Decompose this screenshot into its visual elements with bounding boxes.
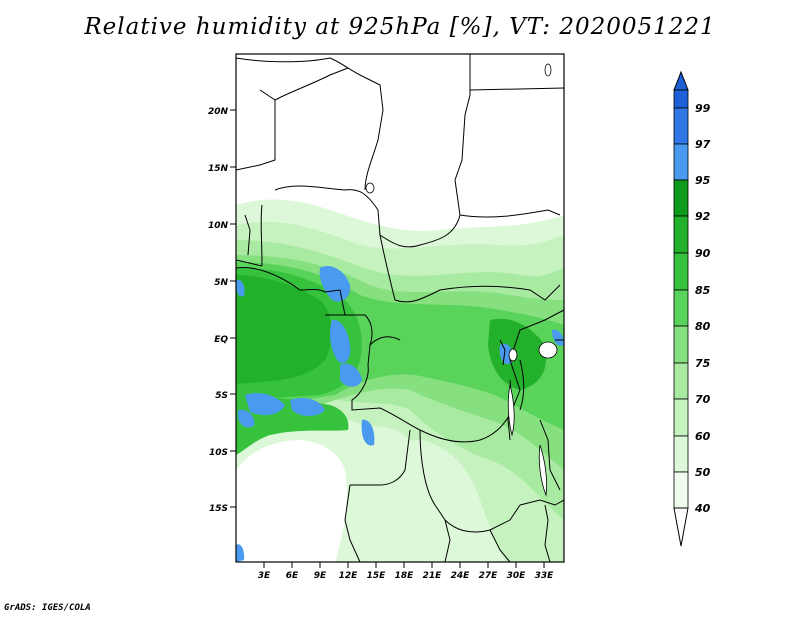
lon-label: 21E bbox=[423, 571, 443, 581]
humidity-field bbox=[236, 54, 564, 562]
colorbar-label: 95 bbox=[695, 174, 711, 187]
lon-tick-27e: 27E bbox=[479, 562, 499, 581]
lat-label: 15S bbox=[209, 504, 228, 514]
lon-label: 27E bbox=[479, 571, 499, 581]
colorbar-swatch bbox=[673, 89, 689, 109]
rh-95-patch-k bbox=[236, 279, 245, 297]
colorbar-label: 50 bbox=[695, 466, 711, 479]
lon-tick-9e: 9E bbox=[314, 562, 327, 581]
rh-band-south-50 bbox=[335, 440, 505, 562]
colorbar-swatch bbox=[673, 143, 689, 181]
lon-tick-33e: 33E bbox=[535, 562, 555, 581]
grads-credit: GrADS: IGES/COLA bbox=[4, 603, 91, 613]
colorbar-swatch bbox=[673, 252, 689, 291]
lon-label: 18E bbox=[395, 571, 415, 581]
colorbar-label: 90 bbox=[695, 247, 711, 260]
lat-tick-15s: 15S bbox=[209, 504, 236, 514]
colorbar-swatch bbox=[673, 289, 689, 327]
lat-tick-10n: 10N bbox=[208, 221, 236, 231]
lat-tick-20n: 20N bbox=[208, 107, 236, 117]
country-boundaries bbox=[236, 54, 564, 562]
lon-label: 24E bbox=[451, 571, 471, 581]
lat-label: 10S bbox=[209, 448, 228, 458]
rh-95-patch-e bbox=[290, 398, 325, 416]
lakes bbox=[365, 63, 558, 497]
lon-label: 12E bbox=[339, 571, 359, 581]
lon-label: 15E bbox=[367, 571, 387, 581]
colorbar-label: 99 bbox=[695, 102, 711, 115]
latitude-axis: 20N 15N 10N 5N EQ 5S 10S 15S bbox=[208, 107, 236, 514]
lon-tick-30e: 30E bbox=[507, 562, 527, 581]
map-title: Relative humidity at 925hPa [%], VT: 202… bbox=[84, 14, 716, 40]
colorbar-swatch bbox=[673, 435, 689, 473]
lat-label: EQ bbox=[214, 335, 228, 345]
longitude-axis: 3E 6E 9E 12E 15E 18E 21E 24E 27E 30E 33E bbox=[258, 562, 554, 581]
colorbar-swatch bbox=[673, 362, 689, 400]
lon-tick-18e: 18E bbox=[395, 562, 415, 581]
lat-label: 20N bbox=[208, 107, 229, 117]
color-bar: 99 97 95 92 90 85 80 75 70 60 50 40 bbox=[673, 70, 711, 547]
colorbar-swatch bbox=[673, 471, 689, 509]
lon-label: 30E bbox=[507, 571, 527, 581]
rh-95-patch-d bbox=[245, 393, 285, 416]
lon-label: 9E bbox=[314, 571, 327, 581]
colorbar-swatch bbox=[673, 325, 689, 364]
colorbar-top-arrow bbox=[673, 70, 689, 91]
colorbar-bottom-arrow bbox=[673, 507, 689, 547]
rh-95-patch-i bbox=[552, 329, 564, 346]
colorbar-swatch bbox=[673, 398, 689, 437]
rh-95-patch-g bbox=[361, 419, 375, 446]
lon-label: 33E bbox=[535, 571, 555, 581]
lat-tick-10s: 10S bbox=[209, 448, 236, 458]
lat-tick-5s: 5S bbox=[215, 391, 236, 401]
lat-label: 15N bbox=[208, 164, 229, 174]
rh-95-patch-a bbox=[319, 265, 351, 302]
lat-label: 5S bbox=[215, 391, 228, 401]
colorbar-swatch bbox=[673, 179, 689, 217]
lat-tick-eq: EQ bbox=[214, 335, 236, 345]
rh-dry-southwest bbox=[236, 440, 347, 562]
colorbar-label: 70 bbox=[695, 393, 711, 406]
colorbar-swatch bbox=[673, 107, 689, 145]
lat-tick-15n: 15N bbox=[208, 164, 236, 174]
rh-95-patch-j bbox=[236, 544, 245, 562]
colorbar-label: 85 bbox=[695, 284, 711, 297]
lon-label: 3E bbox=[258, 571, 271, 581]
lon-tick-21e: 21E bbox=[423, 562, 443, 581]
rh-95-patch-f bbox=[238, 409, 255, 428]
rh-95-patch-b bbox=[329, 319, 351, 364]
colorbar-swatch bbox=[673, 215, 689, 254]
lat-label: 5N bbox=[214, 278, 228, 288]
colorbar-label: 97 bbox=[695, 138, 711, 151]
map-frame bbox=[235, 53, 565, 563]
colorbar-label: 92 bbox=[695, 210, 711, 223]
lon-tick-12e: 12E bbox=[339, 562, 359, 581]
lon-tick-24e: 24E bbox=[451, 562, 471, 581]
colorbar-label: 80 bbox=[695, 320, 711, 333]
colorbar-label: 75 bbox=[695, 357, 711, 370]
colorbar-label: 40 bbox=[694, 502, 711, 515]
lon-tick-3e: 3E bbox=[258, 562, 271, 581]
lon-tick-6e: 6E bbox=[286, 562, 299, 581]
lat-tick-5n: 5N bbox=[214, 278, 236, 288]
colorbar-label: 60 bbox=[695, 430, 711, 443]
lat-label: 10N bbox=[208, 221, 229, 231]
rh-95-patch-c bbox=[340, 363, 362, 387]
lon-tick-15e: 15E bbox=[367, 562, 387, 581]
rh-95-patch-h bbox=[499, 343, 513, 365]
rh-band-92 bbox=[236, 275, 332, 384]
lon-label: 6E bbox=[286, 571, 299, 581]
